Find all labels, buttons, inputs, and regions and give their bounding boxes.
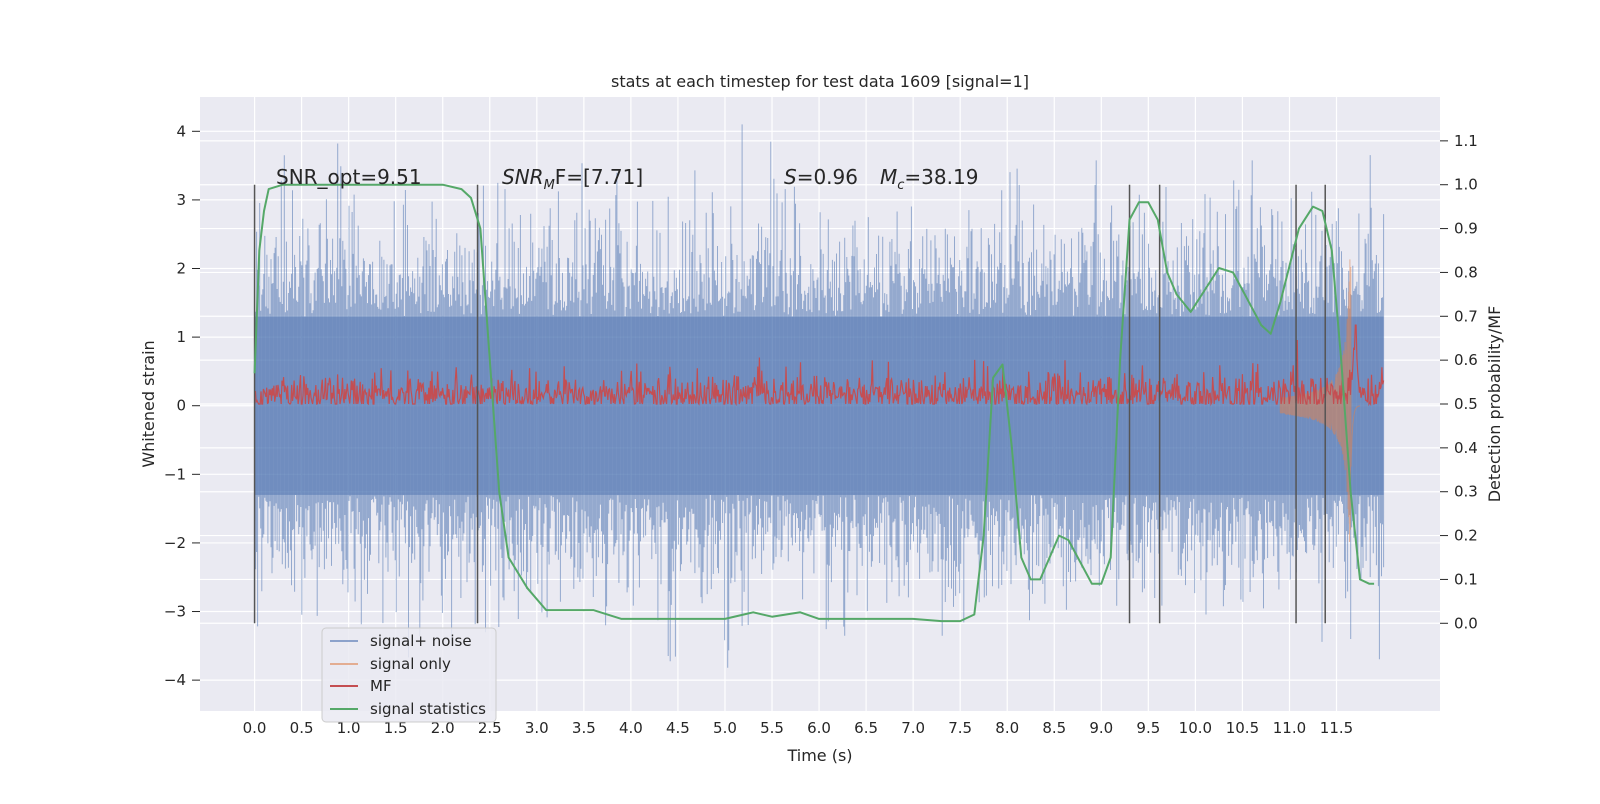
y-axis-right-title: Detection probability/MF xyxy=(1485,306,1504,503)
y-right-tick-label: 0.1 xyxy=(1454,570,1478,588)
y-tick-label: −3 xyxy=(164,603,186,621)
x-tick-label: 10.0 xyxy=(1179,719,1212,737)
x-tick-label: 10.5 xyxy=(1226,719,1259,737)
x-tick-label: 11.0 xyxy=(1273,719,1306,737)
y-right-tick-label: 0.4 xyxy=(1454,439,1478,457)
series-signal-statistics xyxy=(253,183,1375,623)
x-tick-label: 1.0 xyxy=(337,719,361,737)
chart-title: stats at each timestep for test data 160… xyxy=(611,72,1029,91)
legend-label-signal-only: signal only xyxy=(370,655,451,673)
x-tick-label: 4.0 xyxy=(619,719,643,737)
annotation-s: S=0.96 xyxy=(784,165,858,189)
x-tick-label: 2.5 xyxy=(478,719,502,737)
x-tick-label: 1.5 xyxy=(384,719,408,737)
vertical-markers xyxy=(253,184,1326,624)
x-tick-label: 9.5 xyxy=(1136,719,1160,737)
legend: signal+ noise signal only MF signal stat… xyxy=(321,627,497,723)
y-right-tick-label: 0.6 xyxy=(1454,351,1478,369)
mf-trace xyxy=(254,324,1385,407)
y-tick-label: −2 xyxy=(164,534,186,552)
y-right-tick-label: 0.3 xyxy=(1454,483,1478,501)
x-tick-label: 0.5 xyxy=(290,719,314,737)
x-tick-label: 6.5 xyxy=(854,719,878,737)
annotation-snr-mf: SNRMF=[7.71] xyxy=(502,165,643,193)
x-tick-label: 8.5 xyxy=(1042,719,1066,737)
y-tick-label: −4 xyxy=(164,671,186,689)
x-tick-label: 7.5 xyxy=(948,719,972,737)
annotation-snr-opt: SNR_opt=9.51 xyxy=(276,165,422,189)
y-right-tick-label: 0.2 xyxy=(1454,527,1478,545)
tick-layer: 0.0 0.5 1.0 1.5 2.0 2.5 3.0 3.5 4.0 4.5 5.0 5.5 6.0 6… xyxy=(164,122,1478,737)
signal-statistics-line xyxy=(253,183,1375,623)
x-tick-label: 3.0 xyxy=(525,719,549,737)
x-tick-label: 4.5 xyxy=(666,719,690,737)
y-tick-label: 3 xyxy=(176,191,186,209)
series-signal-noise xyxy=(254,124,1385,668)
legend-label-mf: MF xyxy=(370,677,392,695)
y-tick-label: 4 xyxy=(176,122,186,140)
x-tick-label: 6.0 xyxy=(807,719,831,737)
x-tick-label: 9.0 xyxy=(1089,719,1113,737)
y-tick-label: 0 xyxy=(176,397,186,415)
x-tick-label: 2.0 xyxy=(431,719,455,737)
series-mf xyxy=(254,324,1385,407)
x-tick-label: 8.0 xyxy=(995,719,1019,737)
y-tick-label: 2 xyxy=(176,260,186,278)
x-tick-label: 11.5 xyxy=(1320,719,1353,737)
y-tick-label: −1 xyxy=(164,465,186,483)
y-axis-title: Whitened strain xyxy=(139,340,158,467)
y-right-tick-label: 1.0 xyxy=(1454,176,1478,194)
y-right-tick-label: 0.8 xyxy=(1454,263,1478,281)
x-tick-label: 0.0 xyxy=(243,719,267,737)
x-tick-label: 5.0 xyxy=(713,719,737,737)
y-right-tick-label: 0.9 xyxy=(1454,220,1478,238)
y-right-tick-label: 1.1 xyxy=(1454,132,1478,150)
x-tick-label: 7.0 xyxy=(901,719,925,737)
annotation-mc: Mc=38.19 xyxy=(880,165,978,193)
x-tick-label: 5.5 xyxy=(760,719,784,737)
legend-box xyxy=(321,627,497,723)
y-right-tick-label: 0.7 xyxy=(1454,307,1478,325)
legend-label-signal-statistics: signal statistics xyxy=(370,700,486,718)
x-axis-title: Time (s) xyxy=(786,746,852,765)
x-tick-label: 3.5 xyxy=(572,719,596,737)
y-tick-label: 1 xyxy=(176,328,186,346)
y-right-tick-label: 0.0 xyxy=(1454,614,1478,632)
legend-label-signal-noise: signal+ noise xyxy=(370,632,472,650)
y-right-tick-label: 0.5 xyxy=(1454,395,1478,413)
